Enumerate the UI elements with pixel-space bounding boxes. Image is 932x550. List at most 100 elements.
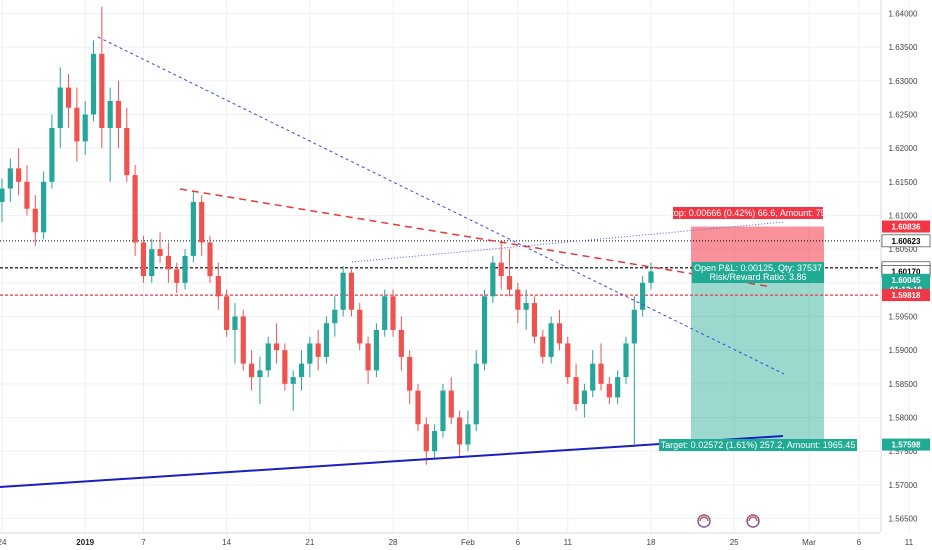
- candle-body: [498, 262, 504, 277]
- price-tag: 1.59818: [892, 291, 921, 300]
- candle-body: [49, 127, 55, 182]
- price-tag: 1.60623: [892, 237, 921, 246]
- candle-body: [556, 323, 563, 344]
- candle-body: [457, 417, 463, 445]
- candle-body: [57, 87, 63, 128]
- candle-body: [298, 363, 305, 378]
- price-tick-label: 1.59000: [889, 346, 918, 355]
- date-tick-label: 7: [141, 538, 146, 547]
- price-tag-box: [882, 273, 930, 286]
- candle-body: [398, 329, 404, 357]
- date-tick-label: 11: [564, 538, 573, 547]
- candle-body: [0, 188, 5, 203]
- trend-lines[interactable]: [0, 36, 785, 488]
- candle-body: [540, 336, 546, 357]
- candle-body: [415, 390, 421, 425]
- candle-body: [448, 390, 454, 418]
- candle-body: [365, 343, 371, 371]
- date-tick-label: 28: [389, 538, 398, 547]
- candle-body: [390, 296, 396, 330]
- price-tick-label: 1.57000: [889, 481, 918, 490]
- candle-body: [107, 101, 113, 128]
- date-tick-label: 2019: [76, 538, 94, 547]
- candle-body: [257, 370, 263, 378]
- candle-body: [640, 282, 646, 310]
- date-tick-label: 6: [857, 538, 862, 547]
- candle-body: [565, 343, 571, 378]
- blue-dotted-line: [351, 221, 785, 263]
- candle-body: [373, 329, 379, 371]
- candle-body: [290, 377, 296, 384]
- candle-body: [249, 363, 255, 378]
- long-resistance-line: [97, 36, 785, 375]
- candle-body: [232, 316, 238, 330]
- candle-body: [24, 181, 30, 209]
- price-tick-label: 1.61000: [889, 211, 918, 220]
- candles: [0, 6, 654, 465]
- candle-body: [124, 127, 130, 176]
- candle-body: [473, 363, 479, 425]
- candle-body: [41, 181, 47, 233]
- candle-body: [590, 363, 596, 391]
- candle-body: [240, 316, 246, 364]
- candle-body: [648, 271, 654, 283]
- candle-body: [16, 168, 22, 182]
- price-tick-label: 1.60500: [889, 245, 918, 254]
- price-tag-box: [882, 220, 930, 233]
- price-tag-box: [881, 234, 931, 248]
- candle-body: [82, 114, 88, 142]
- date-tick-label: 21: [305, 538, 314, 547]
- date-tick-label: 25: [730, 538, 739, 547]
- price-axis[interactable]: 1.64000 1.63500 1.63000 1.62500 1.62000 1.615…: [880, 0, 931, 532]
- candle-body: [174, 269, 180, 283]
- candle-body: [32, 208, 38, 233]
- price-tick-label: 1.64000: [889, 9, 918, 18]
- candle-body: [631, 309, 637, 344]
- price-tick-label: 1.62500: [889, 110, 918, 119]
- candle-body: [523, 303, 529, 310]
- target-zone: [691, 271, 824, 445]
- candle-body: [581, 390, 587, 405]
- date-tick-label: 18: [647, 538, 656, 547]
- candle-body: [132, 175, 138, 243]
- date-tick-label: 24: [0, 538, 7, 547]
- dividend-event-icon[interactable]: [746, 514, 760, 528]
- price-tick-label: 1.63500: [889, 43, 918, 52]
- stop-label-box: [673, 207, 823, 219]
- price-tag: 1.60045: [892, 276, 921, 285]
- candle-body: [423, 424, 429, 452]
- risk-reward-label: Risk/Reward Ratio: 3.86: [709, 272, 806, 282]
- earnings-event-icon[interactable]: [697, 514, 711, 528]
- candle-body: [99, 53, 105, 128]
- candle-body: [515, 289, 521, 310]
- price-tick-label: 1.57500: [889, 447, 918, 456]
- candle-body: [382, 296, 388, 330]
- price-tick-label: 1.59500: [889, 313, 918, 322]
- position-zones: [691, 226, 824, 445]
- price-tick-label: 1.62000: [889, 144, 918, 153]
- price-tick-label: 1.56500: [889, 515, 918, 524]
- price-tick-label: 1.58500: [889, 380, 918, 389]
- candle-body: [224, 296, 230, 330]
- candle-body: [65, 87, 72, 108]
- candle-body: [490, 262, 496, 297]
- candle-body: [332, 309, 338, 324]
- candle-body: [149, 249, 155, 277]
- target-label: Target: 0.02572 (1.61%) 257.2, Amount: 1…: [661, 440, 856, 450]
- candle-body: [282, 350, 288, 384]
- candle-body: [315, 343, 321, 357]
- date-axis[interactable]: 24 2019 7 14 21 28 Feb 6 11 18 25 Mar 6 11: [0, 532, 914, 547]
- price-tag: 1.57598: [892, 441, 921, 450]
- candle-body: [548, 323, 554, 357]
- candle-body: [348, 272, 355, 310]
- candle-body: [598, 363, 604, 384]
- price-tag-box: [882, 289, 930, 302]
- candle-body: [199, 202, 205, 243]
- target-label-box: [659, 439, 857, 451]
- price-tag: 1.60170: [892, 267, 921, 276]
- date-tick-label: 11: [905, 538, 914, 547]
- position-labels: Stop: 0.00666 (0.42%) 66.6, Amount: 750 …: [659, 207, 857, 451]
- level-lines: [0, 240, 880, 296]
- event-markers[interactable]: [697, 514, 760, 528]
